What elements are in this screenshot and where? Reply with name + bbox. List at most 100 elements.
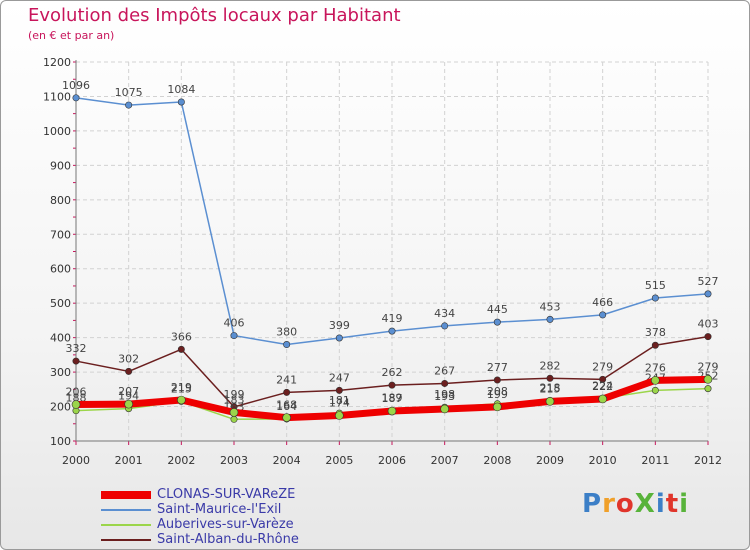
data-label-saint-alban-du-rhone: 302 xyxy=(118,352,139,365)
data-label-auberives-sur-vareze: 164 xyxy=(276,400,297,413)
data-label-clonas-sur-vareze: 193 xyxy=(434,390,455,403)
y-tick-label: 800 xyxy=(50,194,71,207)
data-label-saint-alban-du-rhone: 277 xyxy=(487,361,508,374)
data-label-clonas-sur-vareze: 276 xyxy=(645,361,666,374)
data-point-clonas-sur-vareze xyxy=(440,404,449,414)
data-point-clonas-sur-vareze xyxy=(229,408,239,417)
data-label-clonas-sur-vareze: 206 xyxy=(66,385,87,398)
data-point-saint-alban-du-rhone xyxy=(704,333,712,341)
data-label-clonas-sur-vareze: 207 xyxy=(118,385,139,398)
data-point-clonas-sur-vareze xyxy=(387,406,397,416)
data-label-saint-alban-du-rhone: 332 xyxy=(66,342,87,355)
legend-item-saint-alban: Saint-Alban-du-Rhône xyxy=(101,532,299,547)
data-label-saint-maurice-l-exil: 1075 xyxy=(115,86,143,99)
data-label-clonas-sur-vareze: 168 xyxy=(276,399,297,412)
data-label-clonas-sur-vareze: 183 xyxy=(224,393,245,406)
data-point-saint-alban-du-rhone xyxy=(388,381,396,389)
data-label-auberives-sur-vareze: 194 xyxy=(118,390,139,403)
data-label-auberives-sur-vareze: 224 xyxy=(592,379,613,392)
legend-item-saint-maurice: Saint-Maurice-l'Exil xyxy=(101,502,281,517)
data-point-saint-maurice-l-exil xyxy=(283,341,291,349)
x-tick-label: 2007 xyxy=(431,454,459,467)
legend-label-saint-maurice: Saint-Maurice-l'Exil xyxy=(157,502,282,517)
data-point-saint-maurice-l-exil xyxy=(230,332,238,340)
data-label-saint-alban-du-rhone: 247 xyxy=(329,371,350,384)
chart-title: Evolution des Impôts locaux par Habitant xyxy=(28,5,401,26)
data-point-auberives-sur-vareze xyxy=(704,385,712,393)
data-point-auberives-sur-vareze xyxy=(230,415,238,423)
data-label-auberives-sur-vareze: 215 xyxy=(171,382,192,395)
data-point-clonas-sur-vareze xyxy=(124,399,133,409)
x-tick-label: 2002 xyxy=(167,454,195,467)
y-tick-label: 400 xyxy=(50,332,71,345)
data-point-saint-alban-du-rhone xyxy=(335,386,343,394)
data-point-saint-maurice-l-exil xyxy=(704,290,712,298)
data-label-clonas-sur-vareze: 215 xyxy=(540,382,561,395)
data-point-clonas-sur-vareze xyxy=(651,376,660,385)
y-tick-label: 1000 xyxy=(43,125,71,138)
legend-label-auberives: Auberives-sur-Varèze xyxy=(157,517,294,532)
chart-subtitle: (en € et par an) xyxy=(28,29,115,42)
x-tick-label: 2001 xyxy=(115,454,143,467)
data-label-saint-alban-du-rhone: 267 xyxy=(434,364,455,377)
data-label-saint-alban-du-rhone: 403 xyxy=(698,318,719,331)
data-label-saint-alban-du-rhone: 241 xyxy=(276,373,297,386)
data-point-clonas-sur-vareze xyxy=(598,394,607,404)
data-point-saint-alban-du-rhone xyxy=(125,367,133,375)
legend-swatch-saint-maurice xyxy=(101,508,151,511)
data-point-saint-maurice-l-exil xyxy=(599,311,607,319)
data-point-saint-maurice-l-exil xyxy=(441,322,449,330)
data-label-clonas-sur-vareze: 219 xyxy=(171,381,192,394)
data-label-auberives-sur-vareze: 198 xyxy=(434,388,455,401)
x-tick-label: 2003 xyxy=(220,454,248,467)
data-point-clonas-sur-vareze xyxy=(703,375,713,384)
data-point-saint-maurice-l-exil xyxy=(546,315,554,323)
data-label-saint-maurice-l-exil: 1096 xyxy=(62,79,90,92)
data-point-saint-alban-du-rhone xyxy=(493,376,501,384)
data-point-saint-maurice-l-exil xyxy=(388,327,396,335)
data-label-saint-alban-du-rhone: 262 xyxy=(382,366,403,379)
data-point-saint-maurice-l-exil xyxy=(72,94,80,102)
data-label-saint-alban-du-rhone: 378 xyxy=(645,326,666,339)
data-point-clonas-sur-vareze xyxy=(71,400,81,409)
data-label-auberives-sur-vareze: 189 xyxy=(382,391,403,404)
y-tick-label: 600 xyxy=(50,263,71,276)
proxiti-logo: ProXiti xyxy=(582,489,690,519)
data-point-saint-alban-du-rhone xyxy=(651,341,659,349)
data-point-saint-alban-du-rhone xyxy=(177,345,185,353)
y-tick-label: 500 xyxy=(50,297,71,310)
data-point-clonas-sur-vareze xyxy=(493,402,502,412)
data-label-clonas-sur-vareze: 199 xyxy=(487,388,508,401)
data-label-saint-alban-du-rhone: 282 xyxy=(540,359,561,372)
data-label-auberives-sur-vareze: 208 xyxy=(487,385,508,398)
data-point-saint-maurice-l-exil xyxy=(125,101,133,109)
data-label-saint-alban-du-rhone: 199 xyxy=(224,388,245,401)
data-label-saint-alban-du-rhone: 279 xyxy=(592,360,613,373)
data-label-saint-maurice-l-exil: 406 xyxy=(224,317,245,330)
y-tick-label: 900 xyxy=(50,159,71,172)
legend-item-clonas: CLONAS-SUR-VAReZE xyxy=(101,487,295,502)
data-label-clonas-sur-vareze: 174 xyxy=(329,397,350,410)
y-tick-label: 700 xyxy=(50,228,71,241)
x-tick-label: 2011 xyxy=(641,454,669,467)
data-label-clonas-sur-vareze: 222 xyxy=(592,380,613,393)
data-point-saint-alban-du-rhone xyxy=(441,379,449,387)
data-point-clonas-sur-vareze xyxy=(335,411,344,420)
data-point-saint-alban-du-rhone xyxy=(72,357,80,365)
data-label-clonas-sur-vareze: 279 xyxy=(698,360,719,373)
data-label-saint-maurice-l-exil: 380 xyxy=(276,326,297,339)
data-label-saint-maurice-l-exil: 453 xyxy=(540,300,561,313)
y-tick-label: 1200 xyxy=(43,56,71,69)
legend-label-saint-alban: Saint-Alban-du-Rhône xyxy=(157,532,299,547)
x-tick-label: 2005 xyxy=(325,454,353,467)
data-label-auberives-sur-vareze: 218 xyxy=(540,381,561,394)
data-point-clonas-sur-vareze xyxy=(177,395,186,405)
x-tick-label: 2004 xyxy=(273,454,301,467)
y-tick-label: 300 xyxy=(50,366,71,379)
legend-swatch-clonas xyxy=(101,490,151,499)
x-tick-label: 2008 xyxy=(483,454,511,467)
data-point-saint-maurice-l-exil xyxy=(651,294,659,302)
data-label-saint-maurice-l-exil: 445 xyxy=(487,303,508,316)
